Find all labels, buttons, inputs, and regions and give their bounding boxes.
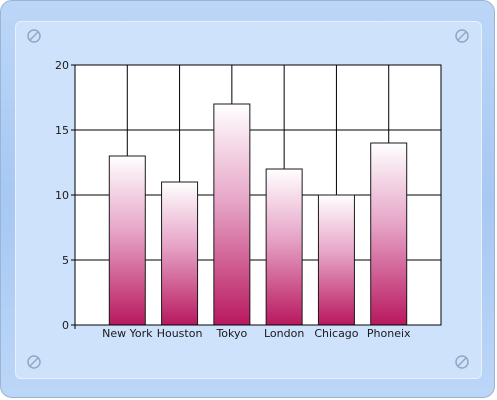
bar-new-york: [108, 155, 146, 326]
screw-icon: [27, 355, 41, 369]
screw-icon: [27, 29, 41, 43]
x-tick-label: London: [264, 327, 304, 340]
y-tick-label: 0: [62, 319, 69, 332]
y-tick-label: 5: [62, 254, 69, 267]
x-tick-label: New York: [102, 327, 153, 340]
screw-icon: [455, 355, 469, 369]
bar-phoneix: [370, 142, 408, 326]
y-tick-label: 10: [55, 189, 69, 202]
bar-chicago: [317, 194, 355, 326]
bar-houston: [161, 181, 199, 326]
x-tick-label: Chicago: [314, 327, 358, 340]
screw-icon: [455, 29, 469, 43]
x-tick-label: Phoneix: [367, 327, 411, 340]
x-tick-label: Houston: [157, 327, 203, 340]
plot-border: [74, 64, 442, 326]
bar-london: [265, 168, 303, 326]
x-tick-label: Tokyo: [215, 327, 247, 340]
bar-tokyo: [213, 103, 251, 326]
y-tick-label: 20: [55, 59, 69, 72]
y-tick-label: 15: [55, 124, 69, 137]
